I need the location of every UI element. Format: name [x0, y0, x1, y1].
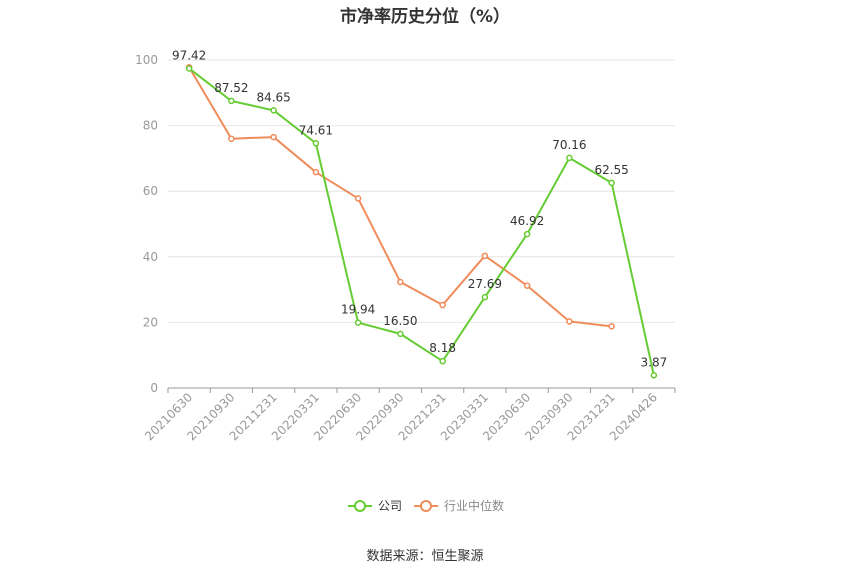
data-label: 46.92: [510, 214, 544, 228]
y-tick-label: 0: [150, 381, 158, 395]
data-point: [481, 252, 489, 260]
data-point: [566, 318, 573, 325]
data-label: 70.16: [552, 138, 586, 152]
data-point: [354, 319, 362, 326]
data-point: [228, 97, 235, 105]
data-point: [523, 230, 531, 238]
data-label: 19.94: [341, 303, 375, 317]
data-point: [608, 179, 615, 187]
data-point: [523, 282, 531, 289]
y-axis-ticks: 0 20 40 60 80 100: [135, 53, 158, 395]
y-tick-label: 20: [143, 315, 158, 329]
data-label: 16.50: [383, 314, 417, 328]
y-tick-label: 100: [135, 53, 158, 67]
data-label: 87.52: [214, 81, 248, 95]
legend-item-company: 公司: [348, 499, 402, 513]
data-point: [270, 107, 277, 114]
series-line-company: [188, 67, 655, 376]
data-point: [481, 293, 489, 301]
legend-marker: [420, 500, 432, 512]
x-axis: 2021063020210930202112312022033120220630…: [142, 387, 676, 443]
legend-marker: [354, 500, 366, 512]
y-tick-label: 40: [143, 250, 158, 264]
data-source: 数据来源：恒生聚源: [366, 549, 484, 564]
chart-title: 市净率历史分位（%）: [339, 7, 511, 27]
data-point: [397, 330, 404, 338]
data-labels: 97.42 87.52 84.65 74.61 19.94 16.50 8.18 27.69 4…: [172, 48, 667, 369]
data-point: [312, 140, 320, 147]
data-point: [397, 278, 404, 286]
data-point: [439, 301, 446, 309]
legend: 公司 行业中位数: [348, 498, 504, 513]
y-tick-label: 60: [143, 184, 158, 198]
legend-item-industry-median: 行业中位数: [414, 498, 504, 513]
y-tick-label: 80: [143, 119, 158, 133]
data-label: 97.42: [172, 48, 206, 62]
data-label: 74.61: [299, 123, 333, 137]
data-label: 8.18: [429, 341, 456, 355]
data-point: [354, 195, 362, 202]
gridlines: [168, 59, 675, 323]
data-point: [566, 154, 573, 162]
data-point: [312, 168, 320, 176]
data-point: [608, 323, 615, 330]
data-point: [228, 135, 235, 142]
data-point: [185, 65, 193, 72]
data-point: [270, 133, 277, 141]
data-label: 3.87: [641, 355, 668, 369]
legend-label: 公司: [378, 499, 402, 513]
data-label: 62.55: [594, 163, 628, 177]
legend-label: 行业中位数: [444, 498, 504, 513]
series-layer: [185, 63, 658, 379]
data-point: [650, 372, 658, 379]
data-label: 84.65: [256, 90, 290, 104]
data-point: [439, 357, 446, 365]
data-label: 27.69: [468, 277, 502, 291]
